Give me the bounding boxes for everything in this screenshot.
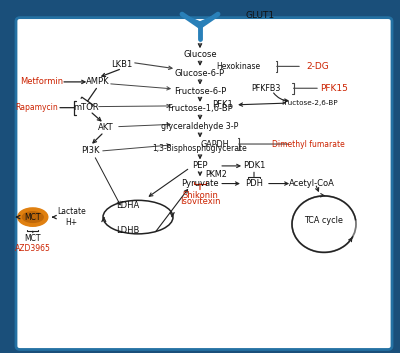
Text: LDHB: LDHB — [116, 226, 140, 235]
FancyBboxPatch shape — [16, 18, 392, 349]
Text: Lactate
H+: Lactate H+ — [57, 208, 86, 227]
Text: Fructose-1,6-BP: Fructose-1,6-BP — [167, 104, 233, 113]
Text: mTOR: mTOR — [73, 103, 99, 112]
Text: PKM2: PKM2 — [205, 170, 227, 179]
Text: PDK1: PDK1 — [243, 161, 265, 170]
Text: Fructose-6-P: Fructose-6-P — [174, 86, 226, 96]
Text: Glucose: Glucose — [183, 50, 217, 59]
Text: PFKFB3: PFKFB3 — [251, 84, 281, 93]
Text: Dimethyl fumarate: Dimethyl fumarate — [272, 139, 344, 149]
Text: Isovitexin: Isovitexin — [180, 197, 220, 206]
Text: MCT: MCT — [24, 213, 41, 222]
Text: Metformin: Metformin — [20, 77, 64, 86]
Text: Acetyl-CoA: Acetyl-CoA — [289, 179, 335, 188]
Text: 2-DG: 2-DG — [307, 62, 329, 71]
Text: PFK1: PFK1 — [212, 100, 232, 109]
Ellipse shape — [22, 212, 43, 222]
Text: Glucose-6-P: Glucose-6-P — [175, 68, 225, 78]
Ellipse shape — [18, 208, 48, 226]
Text: Fructose-2,6-BP: Fructose-2,6-BP — [282, 100, 338, 106]
Text: PFK15: PFK15 — [320, 84, 348, 93]
Text: GAPDH: GAPDH — [200, 139, 229, 149]
Text: PEP: PEP — [192, 161, 208, 170]
Text: MCT: MCT — [24, 234, 41, 243]
Text: Shikonin: Shikonin — [182, 191, 218, 201]
Text: GLUT1: GLUT1 — [246, 11, 275, 20]
Text: Hexokinase: Hexokinase — [216, 62, 260, 71]
Text: PI3K: PI3K — [81, 145, 99, 155]
Text: TCA cycle: TCA cycle — [304, 216, 344, 225]
Text: AKT: AKT — [98, 123, 114, 132]
Text: PDH: PDH — [245, 179, 263, 188]
Polygon shape — [182, 14, 218, 26]
Text: AZD3965: AZD3965 — [15, 244, 51, 253]
Text: 1,3-Bisphosphoglycerate: 1,3-Bisphosphoglycerate — [153, 144, 247, 153]
Text: Rapamycin: Rapamycin — [16, 103, 58, 112]
Text: AMPK: AMPK — [86, 77, 110, 86]
Text: LDHA: LDHA — [116, 201, 140, 210]
Text: LKB1: LKB1 — [111, 60, 133, 69]
Text: glyceraldehyde 3-P: glyceraldehyde 3-P — [161, 122, 239, 131]
Text: Pyruvate: Pyruvate — [181, 179, 219, 188]
